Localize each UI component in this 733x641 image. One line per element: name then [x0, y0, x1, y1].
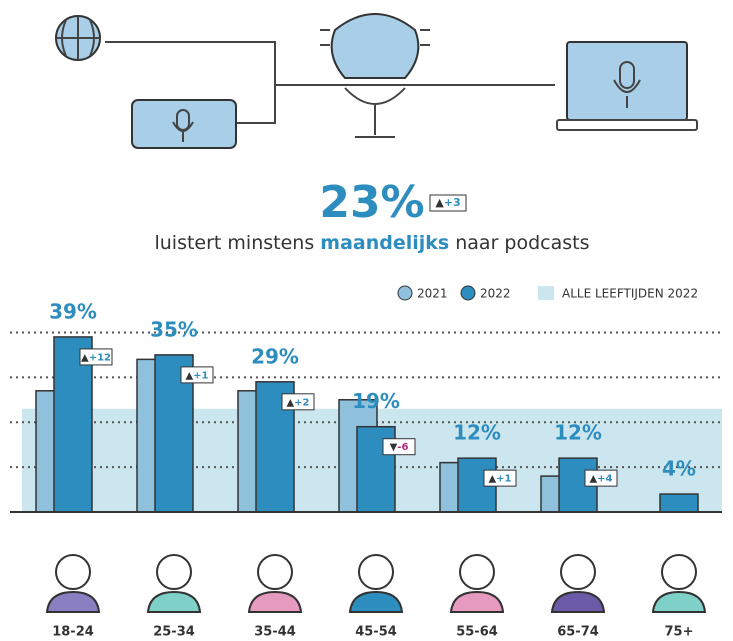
x-tick-label: 65-74 — [557, 625, 599, 640]
change-badge — [281, 393, 315, 411]
avatar-body — [247, 590, 303, 613]
avatar-body — [550, 590, 606, 613]
header-icons — [55, 13, 698, 149]
avatar-head — [459, 554, 495, 590]
avatar-head — [156, 554, 192, 590]
change-arrow: ▲ — [185, 370, 193, 381]
value-label: 39% — [49, 299, 97, 323]
value-label: 12% — [554, 421, 602, 445]
change-label: ▲+2 — [286, 397, 309, 408]
value-label: 12% — [453, 421, 501, 445]
value-label: 19% — [352, 389, 400, 413]
change-value: +4 — [597, 474, 612, 485]
change-label: ▲+12 — [81, 352, 111, 363]
avatar-body — [348, 590, 404, 613]
legend-label: 2021 — [417, 287, 448, 301]
avatar-head — [661, 554, 697, 590]
value-label: 29% — [251, 344, 299, 368]
avatar-body — [651, 590, 707, 613]
avatar-body — [45, 590, 101, 613]
change-label: ▲+1 — [488, 474, 511, 485]
bar — [659, 493, 699, 513]
avatar-head — [560, 554, 596, 590]
legend-swatch — [397, 285, 413, 301]
change-arrow: ▲ — [589, 474, 597, 485]
change-value: +1 — [193, 370, 208, 381]
avatar-body — [449, 590, 505, 613]
change-value: -6 — [397, 442, 408, 453]
change-badge — [429, 194, 467, 212]
change-arrow: ▲ — [81, 352, 89, 363]
headline: 23% — [319, 177, 424, 228]
value-label: 35% — [150, 317, 198, 341]
avatar-head — [55, 554, 91, 590]
headline-change: ▲+3 — [435, 196, 460, 209]
avatar-head — [257, 554, 293, 590]
x-tick-label: 75+ — [665, 625, 694, 640]
change-arrow: ▲ — [286, 397, 294, 408]
change-value: +12 — [89, 352, 111, 363]
avatar-body — [146, 590, 202, 613]
legend-label: 2022 — [480, 287, 511, 301]
change-badge — [382, 438, 416, 456]
chart: 2021 2022 ALLE LEEFTIJDEN 202239%▲+1218-24… — [10, 285, 722, 640]
change-badge — [180, 366, 214, 384]
legend-label: ALLE LEEFTIJDEN 2022 — [562, 287, 698, 301]
x-tick-label: 25-34 — [153, 625, 195, 640]
x-tick-label: 45-54 — [355, 625, 397, 640]
value-label: 4% — [662, 457, 696, 481]
change-value: +1 — [496, 474, 511, 485]
x-tick-label: 35-44 — [254, 625, 296, 640]
change-badge — [483, 469, 517, 487]
change-arrow: ▼ — [390, 442, 398, 453]
change-badge — [584, 469, 618, 487]
change-badge — [79, 348, 113, 366]
avatar-head — [358, 554, 394, 590]
x-tick-label: 18-24 — [52, 625, 94, 640]
x-tick-label: 55-64 — [456, 625, 498, 640]
change-arrow: ▲ — [488, 474, 496, 485]
legend-swatch — [460, 285, 476, 301]
legend-swatch — [538, 286, 554, 300]
change-value: +2 — [294, 397, 309, 408]
change-label: ▲+1 — [185, 370, 208, 381]
change-label: ▲+4 — [589, 474, 612, 485]
subtitle: luistert minstens maandelijks naar podca… — [154, 232, 589, 254]
change-label: ▼-6 — [390, 442, 409, 453]
